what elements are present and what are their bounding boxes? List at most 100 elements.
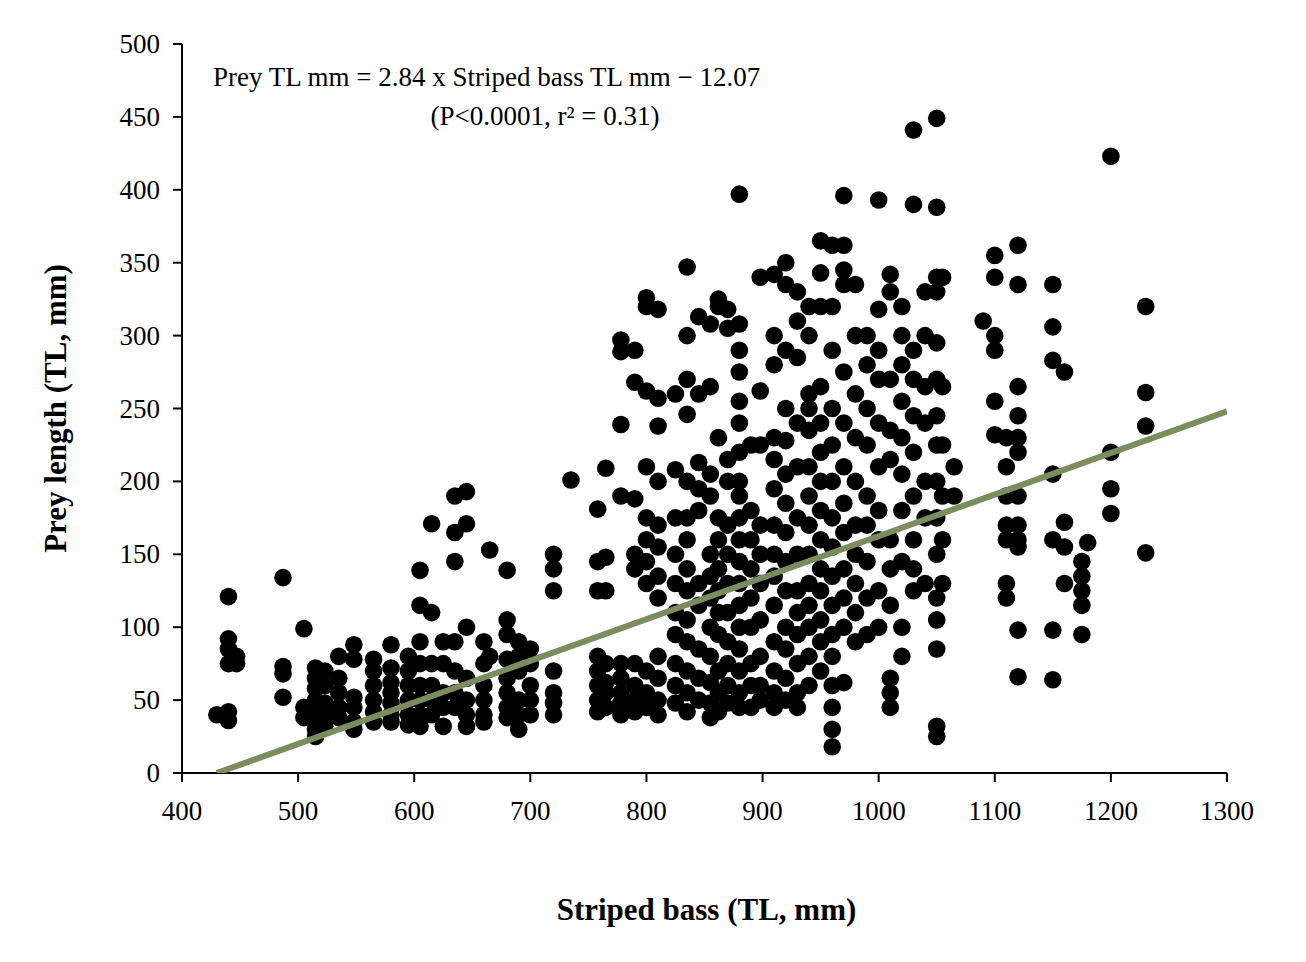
point xyxy=(649,473,667,491)
point xyxy=(690,502,708,520)
point xyxy=(702,465,720,483)
point xyxy=(928,334,946,352)
point xyxy=(934,531,952,549)
point xyxy=(893,502,911,520)
y-tick xyxy=(173,553,182,555)
point xyxy=(1102,505,1120,523)
point xyxy=(562,471,580,489)
point xyxy=(330,709,348,727)
point xyxy=(710,531,728,549)
point xyxy=(881,371,899,389)
chart: 4005006007008009001000110012001300050100… xyxy=(0,0,1306,962)
point xyxy=(702,378,720,396)
point xyxy=(345,650,363,668)
y-tick-label: 400 xyxy=(120,175,161,205)
point xyxy=(649,417,667,435)
point xyxy=(765,327,783,345)
point xyxy=(710,429,728,447)
point xyxy=(812,611,830,629)
point xyxy=(823,436,841,454)
point xyxy=(731,315,749,333)
point xyxy=(905,341,923,359)
y-tick-label: 0 xyxy=(147,758,161,788)
point xyxy=(823,341,841,359)
point xyxy=(800,400,818,418)
x-tick xyxy=(762,773,764,782)
point xyxy=(649,538,667,556)
point xyxy=(777,640,795,658)
y-tick-label: 350 xyxy=(120,248,161,278)
point xyxy=(731,363,749,381)
point xyxy=(881,699,899,717)
point xyxy=(1056,575,1074,593)
point xyxy=(858,436,876,454)
point xyxy=(835,414,853,432)
point xyxy=(812,378,830,396)
point xyxy=(998,589,1016,607)
trend-line xyxy=(217,411,1227,773)
x-tick-label: 800 xyxy=(626,796,667,826)
point xyxy=(458,483,476,501)
point xyxy=(678,406,696,424)
point xyxy=(678,371,696,389)
point xyxy=(800,458,818,476)
point xyxy=(823,648,841,666)
point xyxy=(870,301,888,319)
point xyxy=(1137,298,1155,316)
point xyxy=(649,669,667,687)
point xyxy=(870,191,888,209)
point xyxy=(1009,378,1027,396)
point xyxy=(1102,480,1120,498)
point xyxy=(858,327,876,345)
point xyxy=(1009,276,1027,294)
point xyxy=(589,500,607,518)
y-tick xyxy=(173,43,182,45)
point xyxy=(702,315,720,333)
y-tick-label: 200 xyxy=(120,466,161,496)
point xyxy=(751,382,769,400)
point xyxy=(835,674,853,692)
x-axis-label: Striped bass (TL, mm) xyxy=(557,892,857,927)
point xyxy=(1079,534,1097,552)
point xyxy=(789,349,807,367)
y-tick xyxy=(173,335,182,337)
point xyxy=(858,400,876,418)
point xyxy=(934,378,952,396)
point xyxy=(458,618,476,636)
point xyxy=(905,196,923,214)
y-tick-label: 100 xyxy=(120,612,161,642)
point xyxy=(638,553,656,571)
point xyxy=(777,524,795,542)
point xyxy=(835,618,853,636)
point xyxy=(765,356,783,374)
point xyxy=(765,597,783,615)
equation: Prey TL mm = 2.84 x Striped bass TL mm −… xyxy=(213,62,760,92)
point xyxy=(742,531,760,549)
point xyxy=(1056,363,1074,381)
x-tick-label: 600 xyxy=(394,796,435,826)
point xyxy=(1073,626,1091,644)
point xyxy=(916,575,934,593)
point xyxy=(1009,538,1027,556)
point xyxy=(870,502,888,520)
point xyxy=(597,699,615,717)
point xyxy=(986,341,1004,359)
point xyxy=(678,611,696,629)
point xyxy=(649,389,667,407)
x-tick-label: 1300 xyxy=(1200,796,1254,826)
point xyxy=(597,582,615,600)
x-tick xyxy=(878,773,880,782)
point xyxy=(905,121,923,139)
point xyxy=(835,494,853,512)
point xyxy=(522,706,540,724)
point xyxy=(731,392,749,410)
point xyxy=(475,713,493,731)
point xyxy=(858,487,876,505)
point xyxy=(870,582,888,600)
point xyxy=(751,648,769,666)
point xyxy=(731,341,749,359)
point xyxy=(1137,417,1155,435)
point xyxy=(667,546,685,564)
point xyxy=(1009,443,1027,461)
point xyxy=(812,582,830,600)
